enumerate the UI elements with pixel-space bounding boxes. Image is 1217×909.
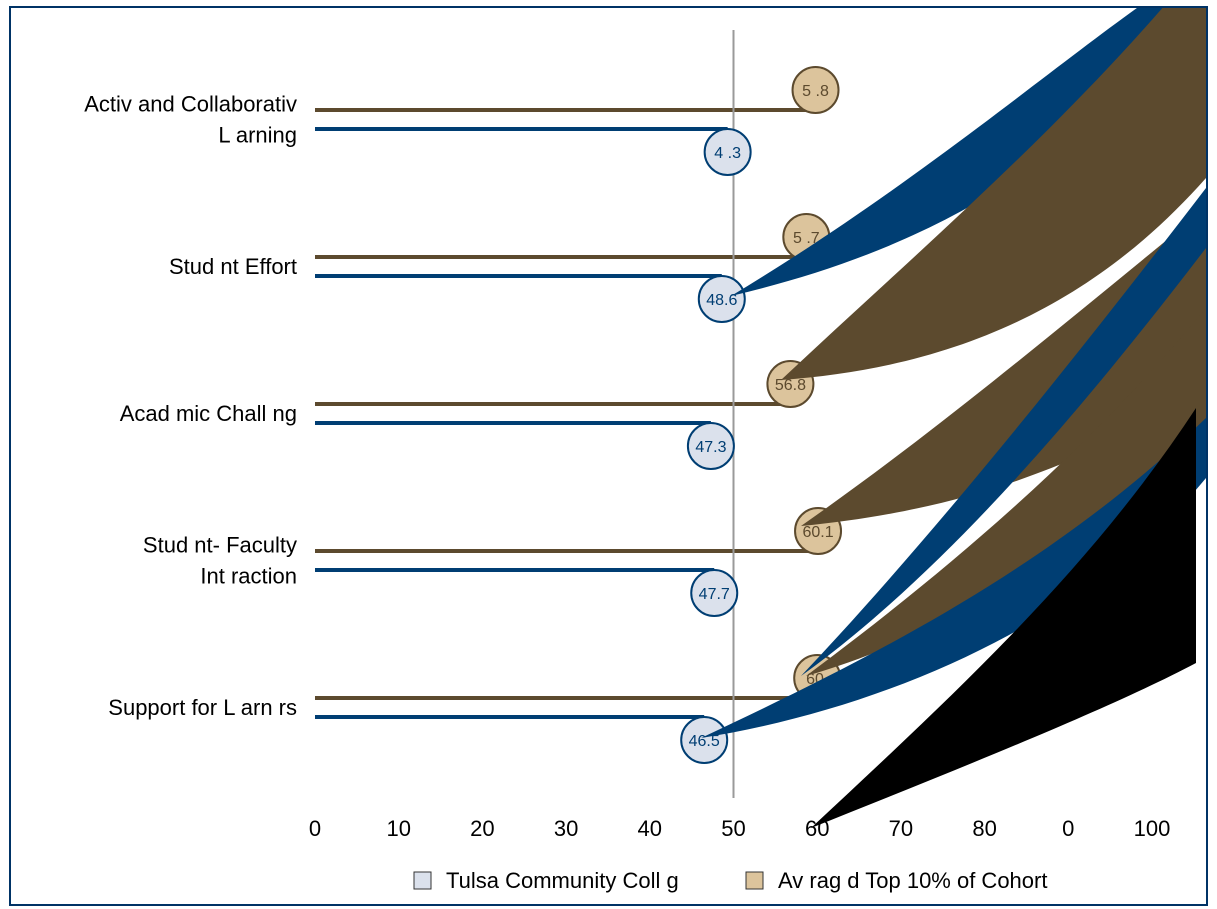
data-label-cohort-3: 60.1 bbox=[802, 524, 833, 541]
data-label-cohort-0: 5 .8 bbox=[802, 83, 829, 100]
category-label-1-0: Stud nt Effort bbox=[169, 254, 297, 279]
x-tick-label-1: 10 bbox=[386, 816, 410, 841]
category-labels: Activ and Collaborativ L arning Stud nt Ef… bbox=[84, 92, 297, 721]
category-label-2-0: Acad mic Chall ng bbox=[120, 401, 297, 426]
bubbles-layer: 5 .84 .35 .748.656.847.360.147.760.46.5 bbox=[680, 66, 843, 764]
data-label-cohort-2: 56.8 bbox=[775, 377, 806, 394]
chart-svg: 5 .84 .35 .748.656.847.360.147.760.46.5 … bbox=[84, 8, 1206, 893]
data-label-college-0: 4 .3 bbox=[714, 145, 741, 162]
data-label-college-3: 47.7 bbox=[699, 586, 730, 603]
x-tick-label-3: 30 bbox=[554, 816, 578, 841]
x-tick-label-5: 50 bbox=[721, 816, 745, 841]
chart-frame: 5 .8 4 .3 5 .7 48.6 56.8 47.3 60.1 47.7 60. 46.5 … bbox=[9, 6, 1208, 906]
bubble-college-2 bbox=[686, 422, 735, 470]
x-tick-label-0: 0 bbox=[309, 816, 321, 841]
legend-swatch-1 bbox=[745, 871, 764, 890]
bubble-college-4 bbox=[680, 716, 729, 764]
bubble-college-3 bbox=[690, 569, 739, 617]
bubble-college-0 bbox=[703, 128, 752, 176]
category-label-4-0: Support for L arn rs bbox=[108, 695, 297, 720]
x-axis-tick-labels: 0 10 20 30 40 50 60 70 80 0 100 bbox=[309, 816, 1170, 841]
data-label-college-4: 46.5 bbox=[689, 733, 720, 750]
bubble-cohort-0 bbox=[791, 66, 840, 114]
legend-swatch-0 bbox=[413, 871, 432, 890]
legend: Tulsa Community Coll g Av rag d Top 10% o… bbox=[413, 868, 1047, 893]
bars-layer bbox=[315, 108, 819, 719]
legend-label-1: Av rag d Top 10% of Cohort bbox=[778, 868, 1047, 893]
x-tick-label-4: 40 bbox=[638, 816, 662, 841]
data-label-cohort-1: 5 .7 bbox=[793, 230, 820, 247]
x-tick-label-7: 70 bbox=[889, 816, 913, 841]
x-tick-label-9: 0 bbox=[1062, 816, 1074, 841]
category-label-0-1: L arning bbox=[218, 123, 297, 148]
swoosh-black bbox=[811, 408, 1196, 828]
swoosh-blue-top bbox=[731, 8, 1199, 296]
swoosh-brown-top bbox=[781, 8, 1206, 380]
bubble-college-1 bbox=[697, 275, 746, 323]
decorative-swooshes bbox=[701, 8, 1206, 828]
x-tick-label-2: 20 bbox=[470, 816, 494, 841]
x-tick-label-10: 100 bbox=[1134, 816, 1171, 841]
data-label-college-2: 47.3 bbox=[695, 439, 726, 456]
data-label-college-1: 48.6 bbox=[706, 292, 737, 309]
category-label-0-0: Activ and Collaborativ bbox=[84, 92, 297, 117]
legend-label-0: Tulsa Community Coll g bbox=[446, 868, 679, 893]
category-label-3-0: Stud nt- Faculty bbox=[143, 533, 297, 558]
x-tick-label-8: 80 bbox=[972, 816, 996, 841]
category-label-3-1: Int raction bbox=[200, 564, 297, 589]
